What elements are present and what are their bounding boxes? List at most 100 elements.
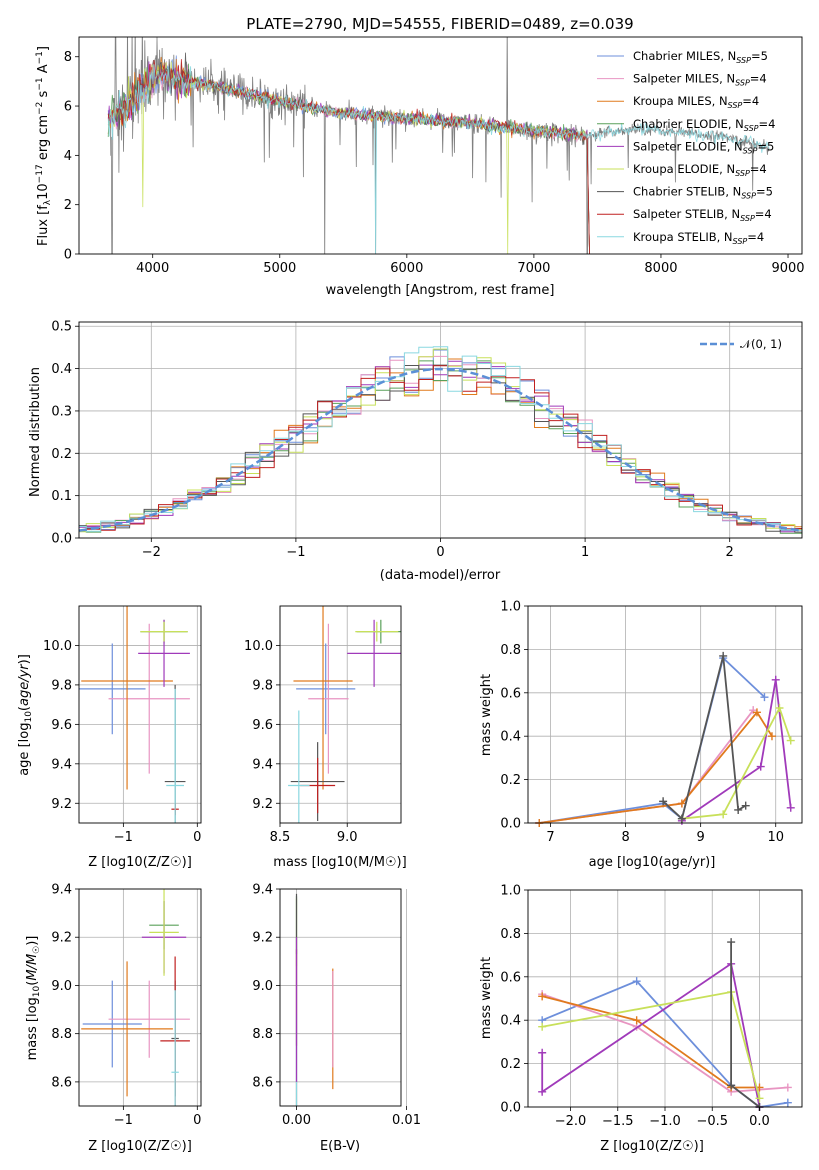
legend-label: Chabrier MILES, NSSP=5 [633,49,768,65]
weight-z-point [538,1048,547,1057]
residual-tick-label: 0.0 [51,532,72,547]
weight-age-tick-label: 1.0 [500,600,521,615]
mass-z-tick-label: 9.4 [51,883,72,898]
legend-label: Chabrier ELODIE, NSSP=4 [633,117,775,133]
mass-ebv-tick-label: 9.0 [252,979,273,994]
weight-z-point [632,977,641,986]
weight-age-tick-label: 9 [697,830,705,845]
weight-z-tick-label: −0.5 [696,1114,728,1129]
weight-z-series-line [542,990,761,1099]
mass-ebv-tick-label: 8.6 [252,1075,273,1090]
legend-label: Salpeter MILES, NSSP=4 [633,72,767,88]
spectrum-axes [78,36,803,255]
spectrum-tick-label: 4000 [136,261,169,276]
legend-label: Kroupa STELIB, NSSP=4 [633,230,764,246]
model-spectrum-9 [107,64,770,254]
weight-age-ylabel: mass weight [479,674,494,756]
residual-histogram-5 [79,360,802,533]
spectrum-xlabel: wavelength [Angstrom, rest frame] [326,283,555,298]
residual-tick-label: 0.4 [51,362,72,377]
weight-z-point [727,1081,736,1090]
weight-age-tick-label: 7 [546,830,554,845]
weight-age-point [767,732,776,741]
weight-age-tick-label: 10 [767,830,784,845]
mass-ebv-axes [279,888,402,1107]
mass-z-tick-label: 9.2 [51,931,72,946]
legend-label: Salpeter ELODIE, NSSP=5 [633,139,774,155]
age-z-tick-label: 9.8 [51,678,72,693]
weight-z-tick-label: 0.0 [500,1101,521,1116]
weight-z-tick-label: −1.0 [649,1114,681,1129]
gaussian-curve [78,367,803,532]
residual-tick-label: 0.5 [51,320,72,335]
weight-age-point [760,693,769,702]
weight-age-point [756,762,765,771]
weight-age-tick-label: 0.6 [500,686,521,701]
spectrum-tick-label: 8 [64,50,72,65]
weight-z-point [632,1016,641,1025]
residual-tick-label: 0.2 [51,447,72,462]
residual-tick-label: −2 [142,545,161,560]
spectrum-tick-label: 8000 [644,261,677,276]
weight-age-point [786,736,795,745]
mass-z-ylabel: mass [log10(M/M☉)] [25,936,42,1061]
weight-age-point [734,805,743,814]
age-z-tick-label: 9.6 [51,718,72,733]
weight-z-tick-label: 0.0 [749,1114,770,1129]
residual-ylabel: Normed distribution [28,367,43,497]
weight-age-point [677,814,686,823]
spectrum-tick-label: 5000 [263,261,296,276]
age-z-tick-label: 9.2 [51,797,72,812]
weight-age-tick-label: 0.8 [500,643,521,658]
weight-z-point [538,1022,547,1031]
age-mass-tick-label: 9.0 [337,830,358,845]
age-mass-xlabel: mass [log10(M/M☉)] [273,855,406,870]
age-z-tick-label: 9.4 [51,757,72,772]
weight-age-point [719,651,728,660]
spectrum-tick-label: 6000 [390,261,423,276]
mass-z-tick-label: −1 [114,1113,133,1128]
spectrum-tick-label: 7000 [517,261,550,276]
mass-ebv-tick-label: 8.8 [252,1027,273,1042]
spectrum-tick-label: 0 [64,248,72,263]
weight-age-point [775,703,784,712]
weight-age-point [719,810,728,819]
weight-age-point [659,797,668,806]
residual-tick-label: 0 [436,545,444,560]
age-z-tick-label: −1 [114,830,133,845]
residual-tick-label: 0.1 [51,489,72,504]
age-mass-tick-label: 9.6 [252,718,273,733]
weight-z-tick-label: 0.4 [500,1014,521,1029]
weight-z-tick-label: −2.0 [555,1114,587,1129]
mass-ebv-tick-label: 0.01 [392,1113,421,1128]
residual-tick-label: 0.3 [51,404,72,419]
mass-z-tick-label: 9.0 [51,979,72,994]
weight-age-point [771,675,780,684]
legend-label: Kroupa ELODIE, NSSP=4 [633,162,767,178]
weight-z-point [727,938,736,947]
weight-age-series-line [539,710,773,824]
spectrum-tick-label: 9000 [771,261,804,276]
weight-z-axes [527,889,803,1108]
weight-age-series-line [681,705,792,820]
weight-age-point [677,799,686,808]
age-mass-tick-label: 9.2 [252,797,273,812]
weight-z-ylabel: mass weight [479,957,494,1039]
weight-age-point [786,803,795,812]
mass-z-axes [78,888,202,1107]
weight-z-point [755,1094,764,1103]
age-mass-tick-label: 10.0 [244,639,273,654]
age-z-tick-label: 10.0 [43,639,72,654]
spectrum-tick-label: 2 [64,198,72,213]
weight-age-tick-label: 0.0 [500,817,521,832]
mass-ebv-tick-label: 9.4 [252,883,273,898]
gaussian-legend-label: 𝒩(0, 1) [740,337,782,351]
mass-ebv-tick-label: 0.00 [282,1113,311,1128]
weight-z-point [783,1083,792,1092]
weight-z-point [538,1087,547,1096]
spectrum-ylabel: Flux [fλ10−17 erg cm−2 s−1 A−1] [35,46,53,246]
mass-z-tick-label: 8.6 [51,1075,72,1090]
age-mass-tick-label: 8.5 [270,830,291,845]
weight-age-axes [527,605,803,824]
